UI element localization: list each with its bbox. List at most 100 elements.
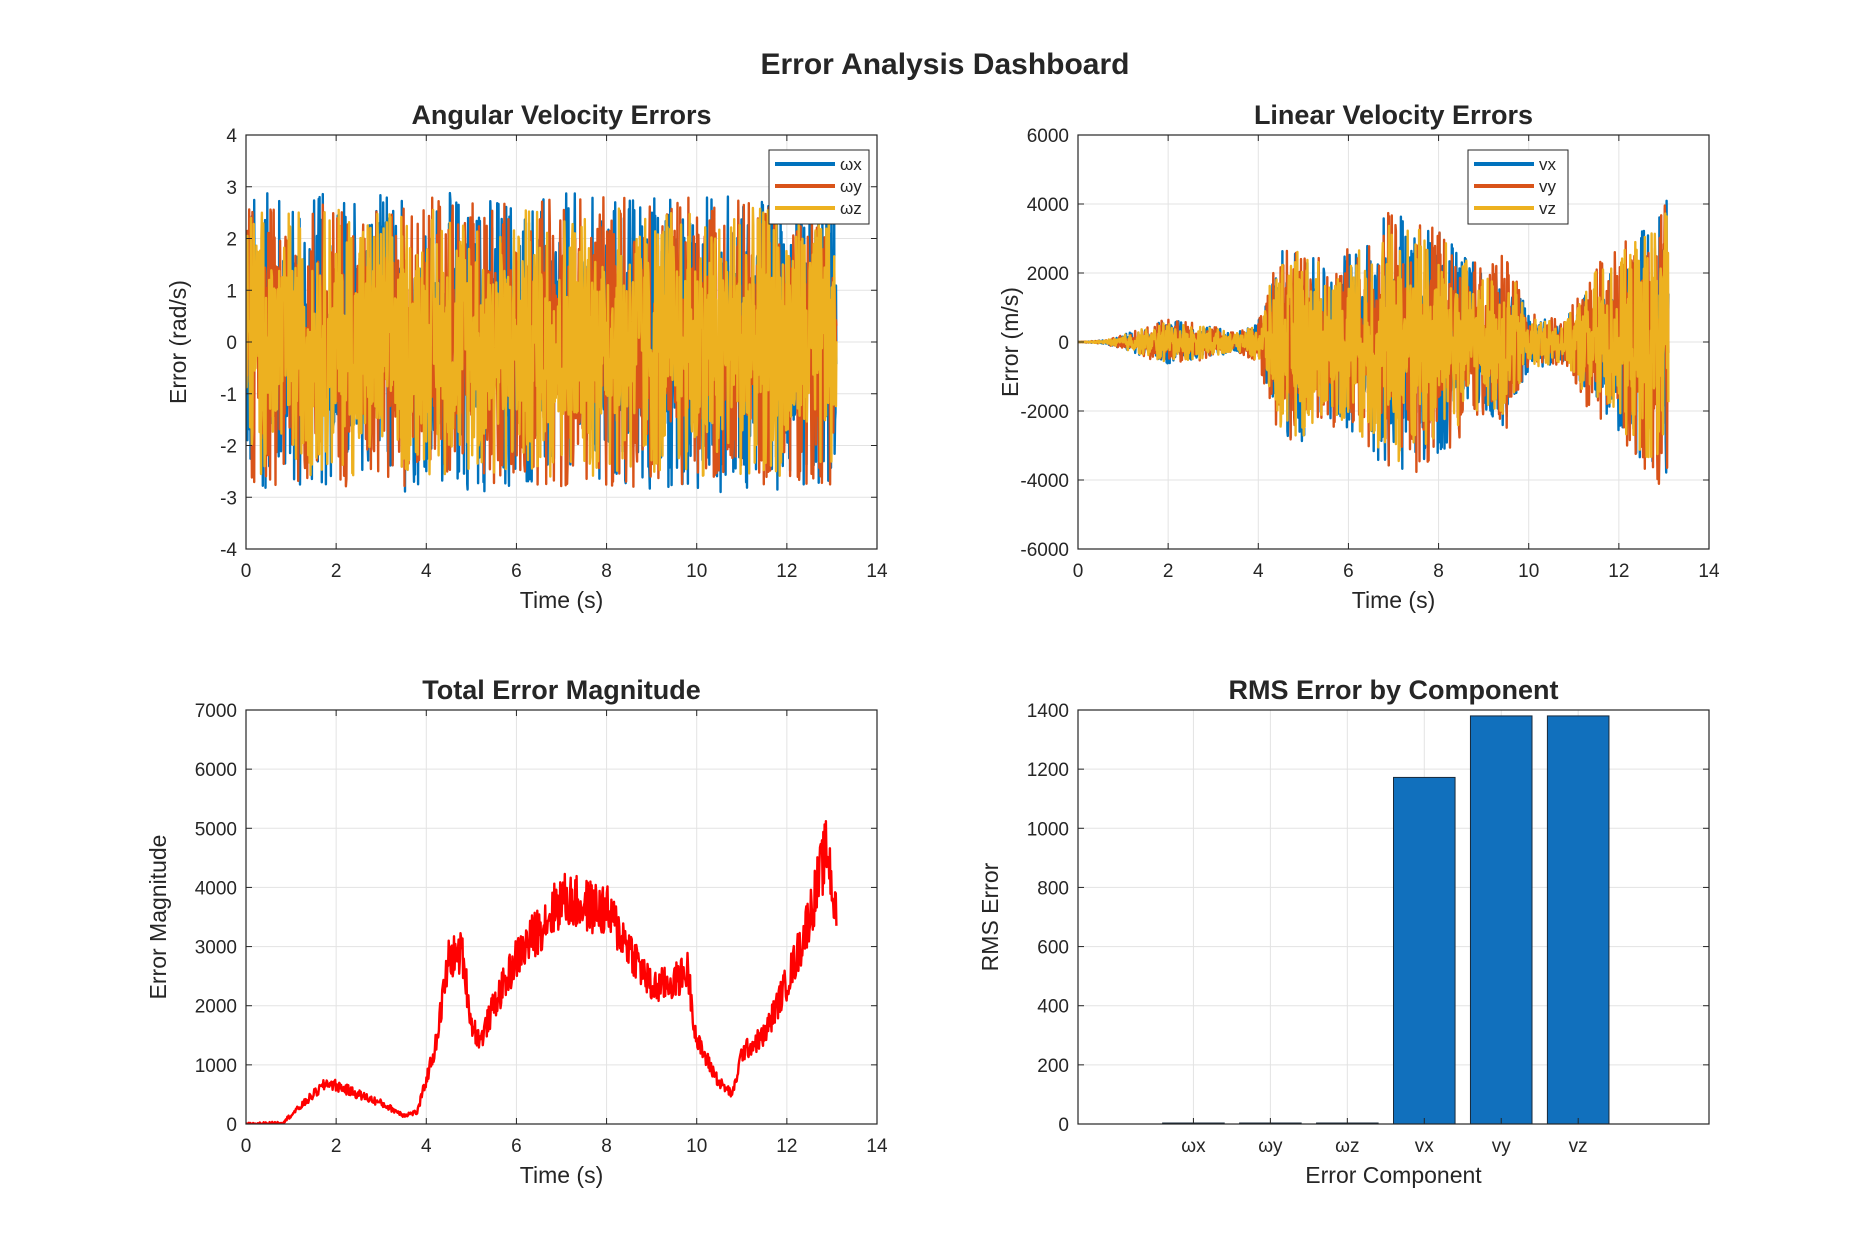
bar-5	[1546, 715, 1610, 1124]
x-axis-label: Time (s)	[520, 1162, 603, 1188]
y-tick-label: 1200	[1027, 760, 1069, 781]
plot-area	[246, 820, 838, 1124]
y-tick-label: 200	[1037, 1056, 1069, 1077]
x-tick-label: 12	[776, 1136, 797, 1157]
y-tick-label: 1000	[1027, 819, 1069, 840]
x-tick-label: 8	[1433, 561, 1444, 582]
legend-entry: vz	[1539, 199, 1556, 218]
tick-labels: 0 1000 2000 3000 4000 5000 6000 7000 0 2 4 6 8 10 12 14	[195, 701, 888, 1157]
x-tick-label: 4	[421, 561, 432, 582]
x-tick-label: 4	[1253, 561, 1264, 582]
y-tick-label: -2	[220, 437, 237, 458]
rms-error-panel: 0 200 400 600 800 1000 1200 1400 ωx ωy ωz vx vy vz RMS…	[977, 675, 1710, 1188]
x-tick-label: 0	[241, 561, 252, 582]
y-tick-label: 600	[1037, 938, 1069, 959]
y-tick-label: 400	[1037, 997, 1069, 1018]
x-tick-label: 10	[686, 561, 707, 582]
legend-entry: vy	[1539, 177, 1557, 196]
x-axis-label: Time (s)	[520, 587, 603, 613]
y-tick-label: 1	[226, 281, 237, 302]
legend-entry: vx	[1539, 155, 1557, 174]
x-tick-label: 10	[1518, 561, 1539, 582]
y-tick-label: 2000	[1027, 264, 1069, 285]
total-error-line	[246, 820, 838, 1124]
y-tick-label: 0	[226, 1115, 237, 1136]
legend: ωx ωy ωz	[768, 149, 870, 225]
y-axis-label: Error (m/s)	[997, 287, 1023, 397]
panel-title: Total Error Magnitude	[422, 675, 701, 705]
x-tick-label: ωz	[1335, 1136, 1359, 1157]
y-tick-label: 3000	[195, 938, 237, 959]
x-tick-label: vx	[1415, 1136, 1435, 1157]
y-tick-label: 0	[1058, 333, 1069, 354]
linear-velocity-panel: -6000 -4000 -2000 0 2000 4000 6000 0 2 4 6 8 10 12 14 L…	[997, 100, 1720, 613]
y-tick-label: -4000	[1020, 471, 1069, 492]
series-line-2	[246, 206, 838, 478]
x-tick-label: 12	[1608, 561, 1629, 582]
panel-title: Linear Velocity Errors	[1254, 100, 1533, 130]
y-axis-label: Error Magnitude	[145, 835, 171, 1000]
legend-entry: ωy	[840, 177, 862, 196]
bar-3	[1393, 776, 1456, 1124]
y-axis-label: Error (rad/s)	[165, 280, 191, 404]
x-tick-label: 14	[866, 561, 888, 582]
y-tick-label: -6000	[1020, 540, 1069, 561]
figure-title: Error Analysis Dashboard	[760, 48, 1129, 81]
x-tick-label: 14	[1698, 561, 1720, 582]
x-tick-label: 14	[866, 1136, 888, 1157]
x-tick-label: vy	[1492, 1136, 1512, 1157]
x-tick-label: 0	[241, 1136, 252, 1157]
x-tick-label: 0	[1073, 561, 1084, 582]
y-axis-label: RMS Error	[977, 862, 1003, 971]
axes-frame	[1077, 709, 1710, 1125]
x-tick-label: 12	[776, 561, 797, 582]
y-tick-label: 1400	[1027, 701, 1069, 722]
y-tick-label: -2000	[1020, 402, 1069, 423]
x-tick-label: 6	[511, 561, 522, 582]
legend-entry: ωx	[840, 155, 862, 174]
y-tick-label: -1	[220, 385, 237, 406]
panel-title: RMS Error by Component	[1228, 675, 1558, 705]
y-tick-label: -3	[220, 488, 237, 509]
y-tick-label: 0	[226, 333, 237, 354]
x-tick-label: 8	[601, 1136, 612, 1157]
x-tick-label: 4	[421, 1136, 432, 1157]
plot-area	[246, 191, 838, 494]
y-tick-label: 2	[226, 230, 237, 251]
y-tick-label: 0	[1058, 1115, 1069, 1136]
y-tick-label: 6000	[1027, 126, 1069, 147]
tick-labels: 0 200 400 600 800 1000 1200 1400 ωx ωy ωz vx vy vz	[1027, 701, 1709, 1157]
x-axis-label: Error Component	[1305, 1162, 1482, 1188]
x-tick-label: ωx	[1181, 1136, 1206, 1157]
total-error-panel: 0 1000 2000 3000 4000 5000 6000 7000 0 2 4 6 8 10 12 14…	[145, 675, 888, 1188]
y-tick-label: 6000	[195, 760, 237, 781]
x-axis-label: Time (s)	[1352, 587, 1435, 613]
x-tick-label: 10	[686, 1136, 707, 1157]
y-tick-label: 800	[1037, 878, 1069, 899]
y-tick-label: 2000	[195, 997, 237, 1018]
legend-entry: ωz	[840, 199, 862, 218]
y-tick-label: 4	[226, 126, 237, 147]
x-tick-label: 6	[1343, 561, 1354, 582]
tick-labels: -6000 -4000 -2000 0 2000 4000 6000 0 2 4 6 8 10 12 14	[1020, 126, 1720, 582]
x-tick-label: 2	[1163, 561, 1174, 582]
bar-4	[1469, 715, 1533, 1124]
x-tick-label: 8	[601, 561, 612, 582]
y-tick-label: 7000	[195, 701, 237, 722]
y-tick-label: 4000	[1027, 195, 1069, 216]
y-tick-label: 1000	[195, 1056, 237, 1077]
panel-title: Angular Velocity Errors	[411, 100, 711, 130]
series-line-2	[1078, 212, 1670, 463]
x-tick-label: vz	[1569, 1136, 1588, 1157]
y-tick-label: 4000	[195, 878, 237, 899]
x-tick-label: 6	[511, 1136, 522, 1157]
y-tick-label: 3	[226, 178, 237, 199]
legend: vx vy vz	[1467, 149, 1569, 225]
x-tick-label: 2	[331, 561, 342, 582]
y-tick-label: 5000	[195, 819, 237, 840]
y-tick-label: -4	[220, 540, 237, 561]
x-tick-label: ωy	[1258, 1136, 1283, 1157]
